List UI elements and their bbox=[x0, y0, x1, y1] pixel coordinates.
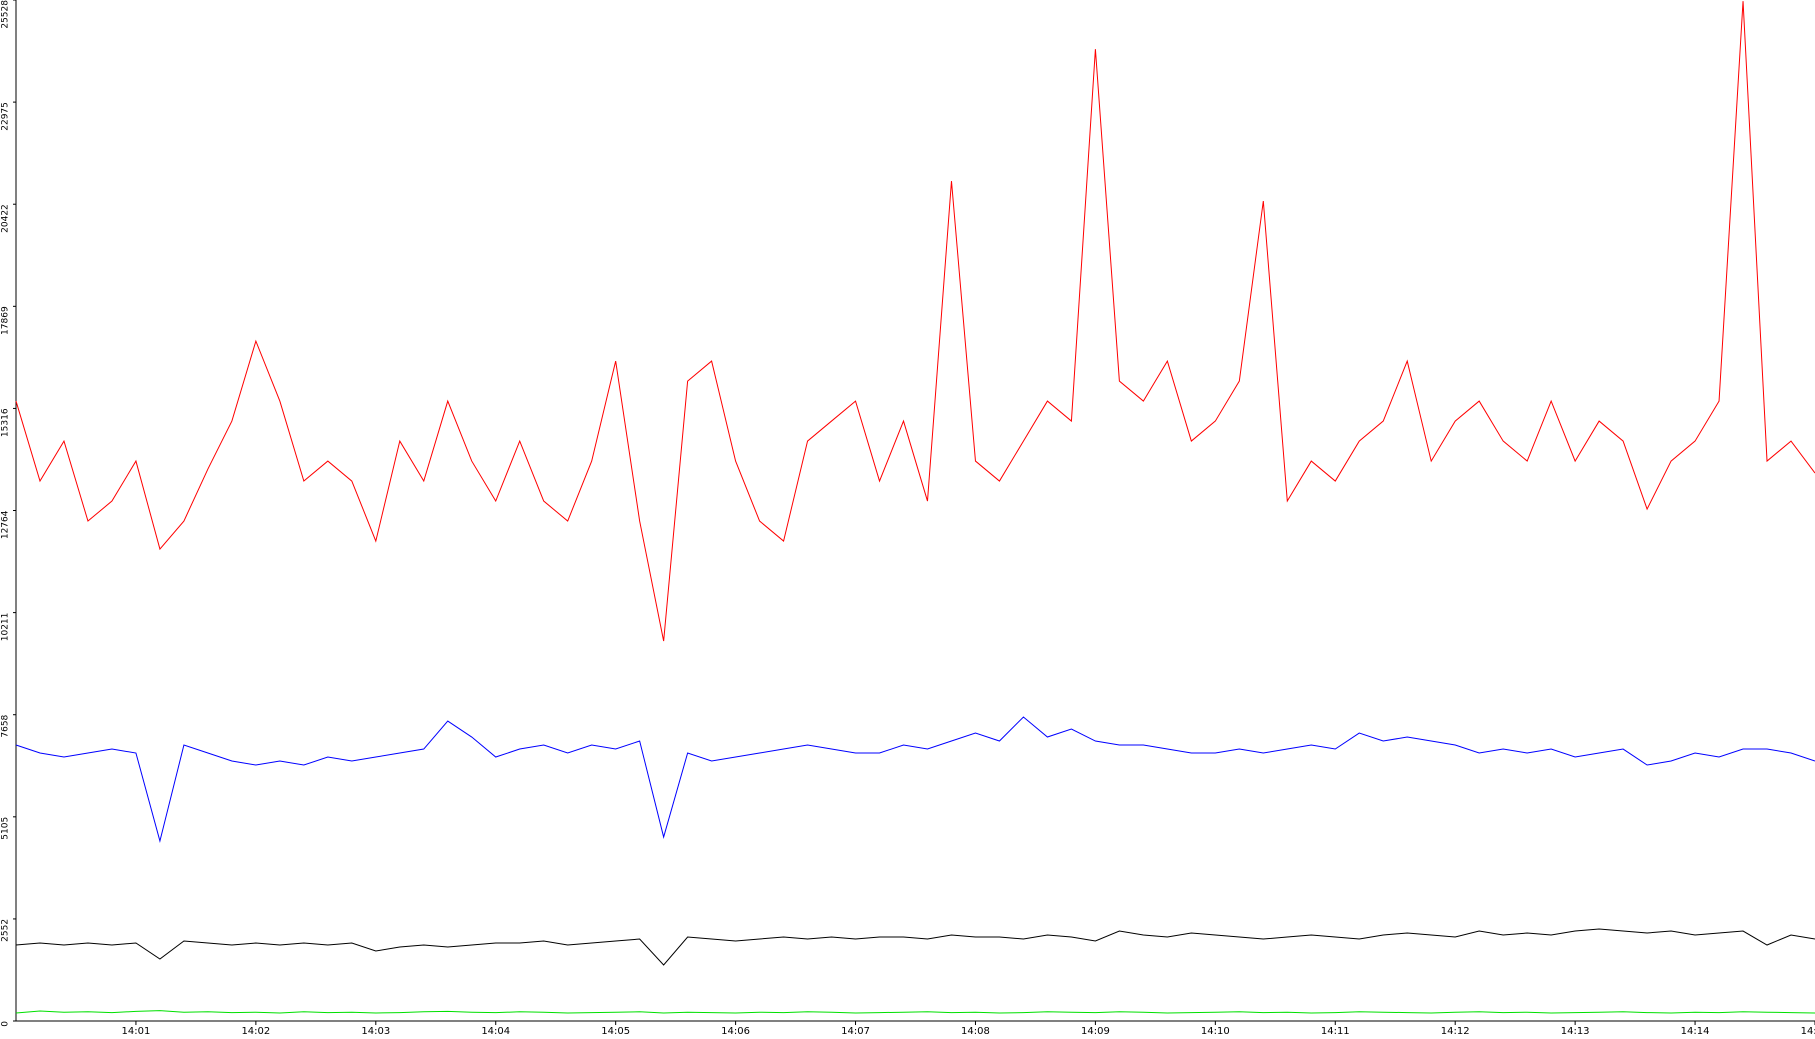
y-tick-label: 20422 bbox=[1, 204, 11, 233]
series-line bbox=[15, 928, 1815, 966]
y-tick-label: 12764 bbox=[1, 510, 11, 539]
y-tick-label: 0 bbox=[1, 1021, 11, 1027]
x-tick-label: 14:02 bbox=[241, 1026, 270, 1037]
x-tick-label: 14:07 bbox=[841, 1026, 870, 1037]
x-tick-label: 14:12 bbox=[1441, 1026, 1470, 1037]
x-tick-label: 14:03 bbox=[361, 1026, 390, 1037]
x-tick-label: 14:08 bbox=[961, 1026, 990, 1037]
x-tick-label: 14:11 bbox=[1321, 1026, 1350, 1037]
y-tick-label: 17869 bbox=[1, 306, 11, 335]
x-tick-label: 14:15 bbox=[1801, 1026, 1815, 1037]
y-tick-label: 25528 bbox=[1, 0, 11, 29]
y-tick-label: 22975 bbox=[1, 102, 11, 131]
x-tick-label: 14:01 bbox=[122, 1026, 151, 1037]
series-line bbox=[15, 716, 1815, 843]
y-tick-label: 5105 bbox=[1, 817, 11, 840]
x-tick-label: 14:09 bbox=[1081, 1026, 1110, 1037]
y-tick-label: 15316 bbox=[1, 408, 11, 437]
x-tick-label: 14:06 bbox=[721, 1026, 750, 1037]
x-tick-label: 14:05 bbox=[601, 1026, 630, 1037]
x-tick-label: 14:13 bbox=[1561, 1026, 1590, 1037]
y-tick-label: 10211 bbox=[1, 613, 11, 642]
x-tick-label: 14:04 bbox=[481, 1026, 510, 1037]
x-tick-label: 14:10 bbox=[1201, 1026, 1230, 1037]
series-line bbox=[15, 1010, 1815, 1014]
y-tick-label: 7658 bbox=[1, 714, 11, 737]
x-tick-label: 14:14 bbox=[1681, 1026, 1710, 1037]
y-tick-label: 2552 bbox=[1, 919, 11, 942]
series-line bbox=[15, 1, 1815, 642]
